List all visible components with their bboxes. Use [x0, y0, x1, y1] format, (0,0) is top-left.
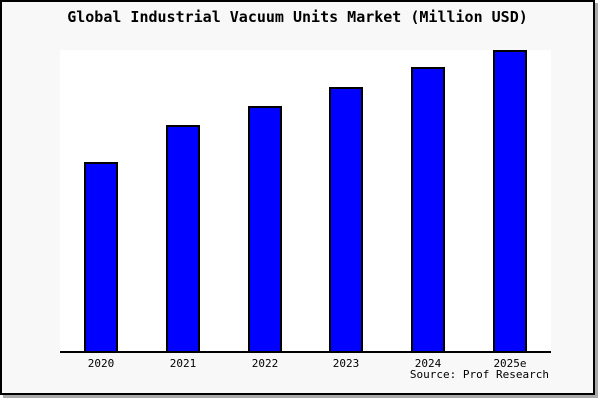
bar-2022 — [248, 106, 282, 351]
bar-2023 — [329, 87, 363, 351]
bar-2025e — [493, 50, 527, 351]
bar-2024 — [411, 67, 445, 351]
x-axis-label-2023: 2023 — [332, 357, 360, 370]
plot-area — [60, 50, 551, 353]
chart-frame: Global Industrial Vacuum Units Market (M… — [0, 0, 595, 395]
source-note: Source: Prof Research — [409, 368, 549, 381]
chart-title: Global Industrial Vacuum Units Market (M… — [67, 8, 528, 26]
x-axis-label-2025e: 2025e — [493, 357, 527, 370]
x-axis-label-2022: 2022 — [251, 357, 279, 370]
x-axis-label-2024: 2024 — [414, 357, 442, 370]
x-axis-label-2021: 2021 — [169, 357, 197, 370]
x-axis-label-2020: 2020 — [87, 357, 115, 370]
bar-2021 — [166, 125, 200, 351]
bar-2020 — [84, 162, 118, 351]
